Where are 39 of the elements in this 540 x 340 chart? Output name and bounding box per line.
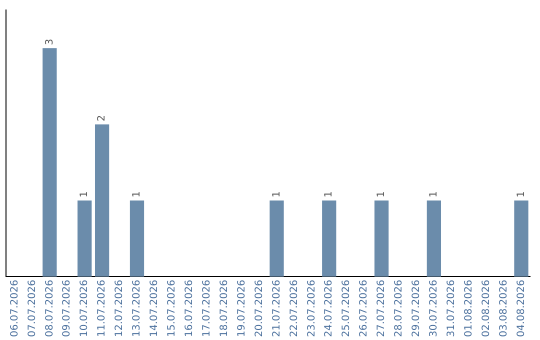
x-tick-label: 19.07.2026 [236, 280, 248, 338]
x-tick-label: 25.07.2026 [341, 280, 352, 338]
x-tick-label: 11.07.2026 [96, 280, 108, 338]
x-tick-label: 03.08.2026 [498, 280, 510, 338]
x-tick-label: 07.07.2026 [26, 280, 38, 338]
x-tick-label: 27.07.2026 [376, 280, 388, 338]
x-tick-label: 23.07.2026 [306, 280, 318, 338]
x-tick-label: 17.07.2026 [201, 280, 212, 338]
x-tick-label: 12.07.2026 [114, 280, 126, 338]
x-tick-label: 20.07.2026 [254, 280, 265, 338]
x-tick-label: 14.07.2026 [149, 280, 160, 338]
data-label: 1 [132, 191, 143, 198]
x-tick-label: 06.07.2026 [9, 280, 20, 338]
x-tick-label: 15.07.2026 [166, 280, 178, 338]
data-label: 1 [79, 191, 90, 198]
data-label: 3 [44, 38, 56, 46]
data-label: 2 [96, 114, 108, 122]
x-tick-label: 16.07.2026 [184, 280, 195, 338]
x-tick-label: 13.07.2026 [132, 280, 143, 338]
x-tick-label: 31.07.2026 [446, 280, 457, 338]
data-label: 1 [324, 191, 335, 198]
data-label: 1 [428, 191, 440, 198]
x-tick-label: 26.07.2026 [358, 280, 370, 338]
data-label: 1 [376, 191, 388, 198]
x-tick-label: 30.07.2026 [428, 280, 440, 338]
x-tick-label: 29.07.2026 [411, 280, 422, 338]
x-tick-label: 21.07.2026 [271, 280, 282, 338]
data-label: 1 [516, 191, 527, 198]
x-tick-label: 02.08.2026 [480, 280, 492, 338]
x-tick-label: 18.07.2026 [218, 280, 230, 338]
x-tick-label: 08.07.2026 [44, 280, 56, 338]
x-tick-label: 22.07.2026 [288, 280, 300, 338]
x-tick-label: 09.07.2026 [62, 280, 73, 338]
data-label: 1 [271, 191, 282, 198]
x-tick-label: 10.07.2026 [79, 280, 90, 338]
x-tick-label: 28.07.2026 [394, 280, 405, 338]
x-tick-label: 04.08.2026 [516, 280, 527, 338]
x-tick-label: 01.08.2026 [463, 280, 474, 338]
x-tick-label: 24.07.2026 [324, 280, 335, 338]
